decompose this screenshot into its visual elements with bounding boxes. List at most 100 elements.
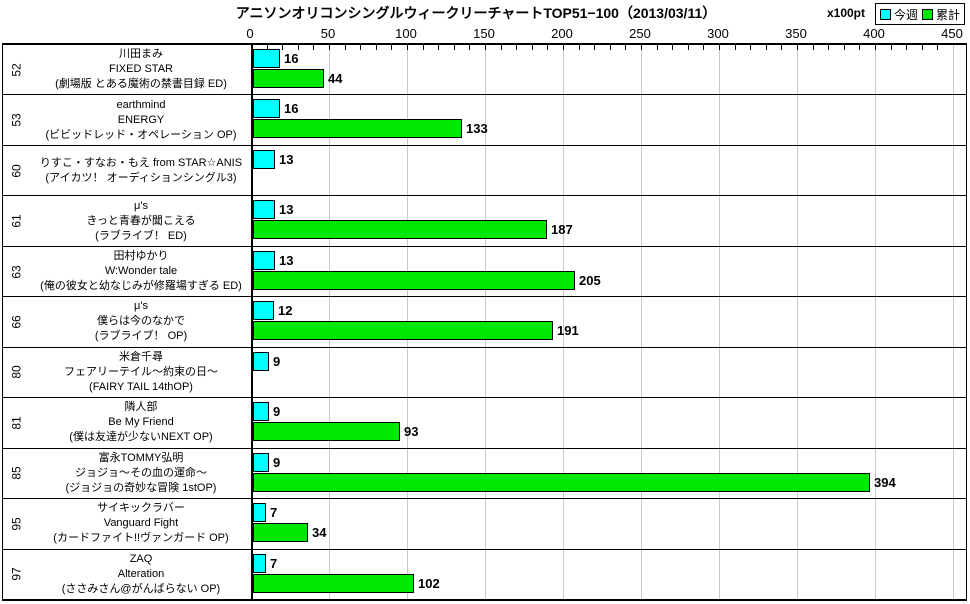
- axis-tickmark: [266, 45, 268, 50]
- chart-row: 52 川田まみ FIXED STAR (劇場版 とある魔術の禁書目録 ED) 16 44: [3, 45, 966, 95]
- artist-label: りすこ・すなお・もえ from STAR☆ANIS: [39, 156, 243, 169]
- axis-tickmark: [750, 45, 752, 50]
- artist-label: μ's: [134, 199, 148, 212]
- week-bar: [253, 351, 269, 371]
- axis-tickmark: [578, 45, 580, 50]
- axis-tickmark: [438, 45, 440, 50]
- chart-row: 97 ZAQ Alteration (ささみさん@がんばらない OP) 7 102: [3, 548, 966, 599]
- week-value: 7: [270, 505, 278, 521]
- artist-label: earthmind: [116, 98, 166, 111]
- axis-tickmark: [563, 45, 564, 50]
- bars-area: 16 133: [251, 95, 966, 145]
- chart-row: 85 富永TOMMY弘明ジョジョ～その血の運命～ (ジョジョの奇妙な冒険 1stOP…: [3, 447, 966, 499]
- week-bar: [253, 503, 266, 523]
- song-info: ZAQ Alteration (ささみさん@がんばらない OP): [31, 550, 251, 599]
- axis-tickmark: [422, 45, 424, 50]
- tiein-label: (ジョジョの奇妙な冒険 1stOP): [65, 481, 217, 494]
- rank-label: 66: [9, 315, 24, 329]
- week-swatch-icon: [879, 8, 891, 20]
- week-bar: [253, 99, 280, 119]
- x-tick-label: 350: [785, 26, 807, 41]
- axis-tickmark: [391, 45, 393, 50]
- artist-label: μ's: [134, 300, 148, 313]
- song-info: 米倉千尋 フェアリーテイル～約束の日～ (FAIRY TAIL 14thOP): [31, 348, 251, 397]
- artist-label: ZAQ: [129, 552, 153, 565]
- rank-label: 63: [9, 264, 24, 279]
- axis-tickmark: [344, 45, 346, 50]
- axis-tickmark: [672, 45, 674, 50]
- week-value: 13: [279, 151, 294, 167]
- axis-tickmark: [781, 45, 783, 50]
- song-title-label: フェアリーテイル～約束の日～: [64, 365, 218, 378]
- week-value: 9: [273, 454, 281, 470]
- chart-body: 52 川田まみ FIXED STAR (劇場版 とある魔術の禁書目録 ED) 16 44 5…: [2, 43, 967, 601]
- total-value: 394: [874, 474, 896, 490]
- total-bar: [253, 270, 575, 290]
- total-value: 102: [418, 575, 440, 591]
- axis-tickmark: [516, 45, 518, 50]
- axis-tickmark: [329, 45, 330, 50]
- artist-label: 川田まみ: [119, 48, 163, 61]
- axis-tickmark: [375, 45, 377, 50]
- rank-cell: 61: [3, 196, 31, 245]
- tiein-label: (FAIRY TAIL 14thOP): [89, 380, 193, 393]
- x-tick-label: 450: [941, 26, 963, 41]
- bars-area: 7 102: [251, 549, 966, 599]
- legend: 今週 累計: [875, 3, 965, 25]
- total-bar: [253, 69, 324, 88]
- axis-tickmark: [719, 45, 720, 50]
- axis-tickmark: [703, 45, 705, 50]
- rank-label: 85: [9, 466, 24, 481]
- chart-row: 80 米倉千尋 フェアリーテイル～約束の日～ (FAIRY TAIL 14thOP) 9: [3, 346, 966, 398]
- total-bar: [253, 523, 308, 543]
- week-value: 16: [284, 101, 299, 117]
- chart-row: 63 田村ゆかり W:Wonder tale (俺の彼女と幼なじみが修羅場すぎる ED…: [3, 245, 966, 297]
- song-title-label: Vanguard Fight: [103, 517, 179, 530]
- total-bar: [253, 472, 870, 492]
- rank-label: 53: [9, 113, 24, 127]
- week-value: 9: [273, 353, 281, 369]
- tiein-label: (僕は友達が少ないNEXT OP): [69, 431, 213, 444]
- axis-tickmark: [469, 45, 471, 50]
- gridline: [641, 45, 642, 599]
- legend-item-week: 今週: [879, 6, 918, 23]
- total-value: 34: [312, 525, 327, 541]
- chart-row: 81 隣人部 Be My Friend (僕は友達が少ないNEXT OP) 9 93: [3, 397, 966, 448]
- song-title-label: FIXED STAR: [109, 63, 173, 76]
- rank-cell: 95: [3, 499, 31, 548]
- tiein-label: (ラブライブ！ OP): [94, 330, 188, 343]
- artist-label: 隣人部: [124, 401, 158, 414]
- tiein-label: (劇場版 とある魔術の禁書目録 ED): [55, 78, 227, 91]
- axis-tickmark: [641, 45, 642, 50]
- song-info: μ's きっと青春が聞こえる (ラブライブ！ ED): [31, 196, 251, 245]
- legend-item-total: 累計: [921, 6, 960, 23]
- gridline: [563, 45, 564, 599]
- week-value: 16: [284, 51, 299, 66]
- legend-label-total: 累計: [935, 7, 960, 22]
- axis-tickmark: [843, 45, 845, 50]
- rank-label: 52: [9, 63, 24, 77]
- week-value: 7: [270, 555, 278, 571]
- song-info: 田村ゆかり W:Wonder tale (俺の彼女と幼なじみが修羅場すぎる ED): [31, 247, 251, 296]
- gridline: [719, 45, 720, 599]
- chart-row: 95 サイキックラバー Vanguard Fight (カードファイト!!ヴァンガード…: [3, 498, 966, 549]
- axis-tickmark: [734, 45, 736, 50]
- bars-area: 9 394: [251, 448, 966, 499]
- axis-tickmark: [297, 45, 299, 50]
- song-title-label: ENERGY: [117, 113, 165, 126]
- total-value: 187: [551, 222, 573, 238]
- week-bar: [253, 452, 269, 472]
- bars-area: 7 34: [251, 499, 966, 549]
- gridline: [797, 45, 798, 599]
- x-tick-label: 150: [473, 26, 495, 41]
- axis-tickmark: [937, 45, 939, 50]
- axis-tickmark: [453, 45, 455, 50]
- total-value: 133: [466, 121, 488, 137]
- song-info: 川田まみ FIXED STAR (劇場版 とある魔術の禁書目録 ED): [31, 45, 251, 94]
- axis-tickmark: [313, 45, 315, 50]
- song-title-label: ジョジョ～その血の運命～: [75, 466, 207, 479]
- artist-label: 富永TOMMY弘明: [98, 451, 184, 464]
- axis-tickmark: [547, 45, 549, 50]
- total-bar: [253, 422, 400, 442]
- song-info: りすこ・すなお・もえ from STAR☆ANIS (アイカツ！ オーディションシ…: [31, 146, 251, 195]
